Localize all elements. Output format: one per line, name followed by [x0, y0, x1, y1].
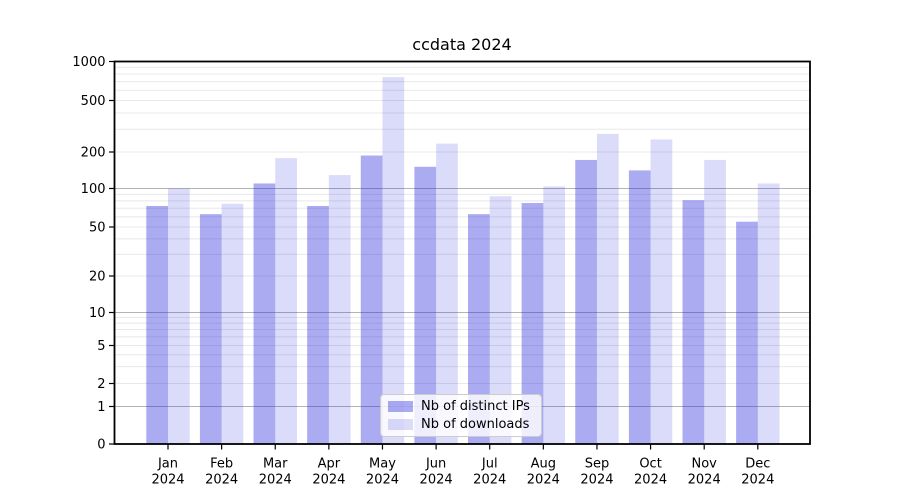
y-tick-label: 2 — [97, 377, 105, 392]
y-tick-label: 50 — [89, 221, 106, 236]
bar-downloads-may — [382, 77, 405, 444]
x-tick-label-year: 2024 — [259, 473, 292, 488]
x-tick-label-year: 2024 — [741, 473, 774, 488]
legend-swatch — [388, 419, 413, 431]
x-tick-label-year: 2024 — [688, 473, 721, 488]
bar-downloads-mar — [275, 158, 297, 444]
bar-downloads-apr — [328, 175, 351, 445]
legend: Nb of distinct IPs Nb of downloads — [380, 394, 542, 437]
x-tick-label-year: 2024 — [312, 473, 345, 488]
x-tick-label: Apr — [318, 457, 341, 472]
y-tick-label: 0 — [97, 438, 105, 453]
bar-downloads-jun — [436, 143, 458, 444]
x-tick-label: Aug — [531, 457, 556, 472]
x-tick-label: May — [369, 457, 396, 472]
x-tick-label-year: 2024 — [580, 473, 613, 488]
x-tick-label: Jun — [425, 457, 446, 472]
x-tick-label-year: 2024 — [205, 473, 238, 488]
bar-distinct-ips-may — [360, 155, 383, 444]
legend-swatch — [388, 400, 413, 412]
bar-distinct-ips-dec — [736, 221, 758, 444]
bar-downloads-nov — [704, 159, 726, 445]
bar-downloads-dec — [757, 183, 780, 444]
bar-downloads-aug — [543, 186, 566, 445]
x-tick-label-year: 2024 — [366, 473, 399, 488]
bar-downloads-jul — [489, 196, 512, 444]
chart-title: ccdata 2024 — [412, 35, 512, 54]
x-tick-label-year: 2024 — [527, 473, 560, 488]
x-tick-label-year: 2024 — [151, 473, 184, 488]
y-tick-label: 20 — [89, 270, 106, 285]
bar-distinct-ips-jul — [468, 214, 490, 444]
legend-item-downloads: Nb of downloads — [385, 416, 537, 434]
bar-distinct-ips-jun — [414, 166, 437, 444]
x-tick-label: Jan — [157, 457, 178, 472]
bar-distinct-ips-sep — [575, 159, 597, 445]
plot-border — [113, 60, 811, 445]
x-tick-label: Feb — [210, 457, 233, 472]
y-tick-label: 1 — [97, 400, 105, 415]
x-tick-label-year: 2024 — [634, 473, 667, 488]
legend-label: Nb of downloads — [421, 417, 530, 433]
x-tick-label: Mar — [263, 457, 288, 472]
x-tick-label: Sep — [585, 457, 610, 472]
bar-distinct-ips-oct — [628, 170, 651, 445]
x-tick-label-year: 2024 — [473, 473, 506, 488]
y-tick-label: 5 — [97, 339, 105, 354]
bar-distinct-ips-nov — [682, 200, 705, 444]
y-tick-label: 10 — [89, 306, 106, 321]
x-tick-label-year: 2024 — [420, 473, 453, 488]
legend-item-distinct-ips: Nb of distinct IPs — [385, 397, 537, 415]
bar-distinct-ips-aug — [521, 203, 544, 444]
x-tick-label: Dec — [745, 457, 770, 472]
bar-downloads-sep — [596, 133, 619, 444]
bar-distinct-ips-jan — [146, 205, 168, 444]
y-tick-label: 200 — [81, 146, 106, 161]
bar-downloads-feb — [221, 203, 244, 444]
y-tick-label: 1000 — [72, 55, 105, 70]
bar-downloads-oct — [650, 139, 673, 444]
bar-downloads-jan — [168, 188, 190, 444]
bar-distinct-ips-feb — [199, 214, 222, 444]
y-tick-label: 100 — [81, 182, 106, 197]
bar-distinct-ips-mar — [253, 183, 276, 444]
bar-distinct-ips-apr — [307, 205, 329, 444]
legend-label: Nb of distinct IPs — [421, 398, 530, 414]
x-tick-label: Oct — [639, 457, 661, 472]
x-tick-label: Nov — [692, 457, 718, 472]
x-tick-label: Jul — [481, 457, 498, 472]
y-tick-label: 500 — [81, 94, 106, 109]
